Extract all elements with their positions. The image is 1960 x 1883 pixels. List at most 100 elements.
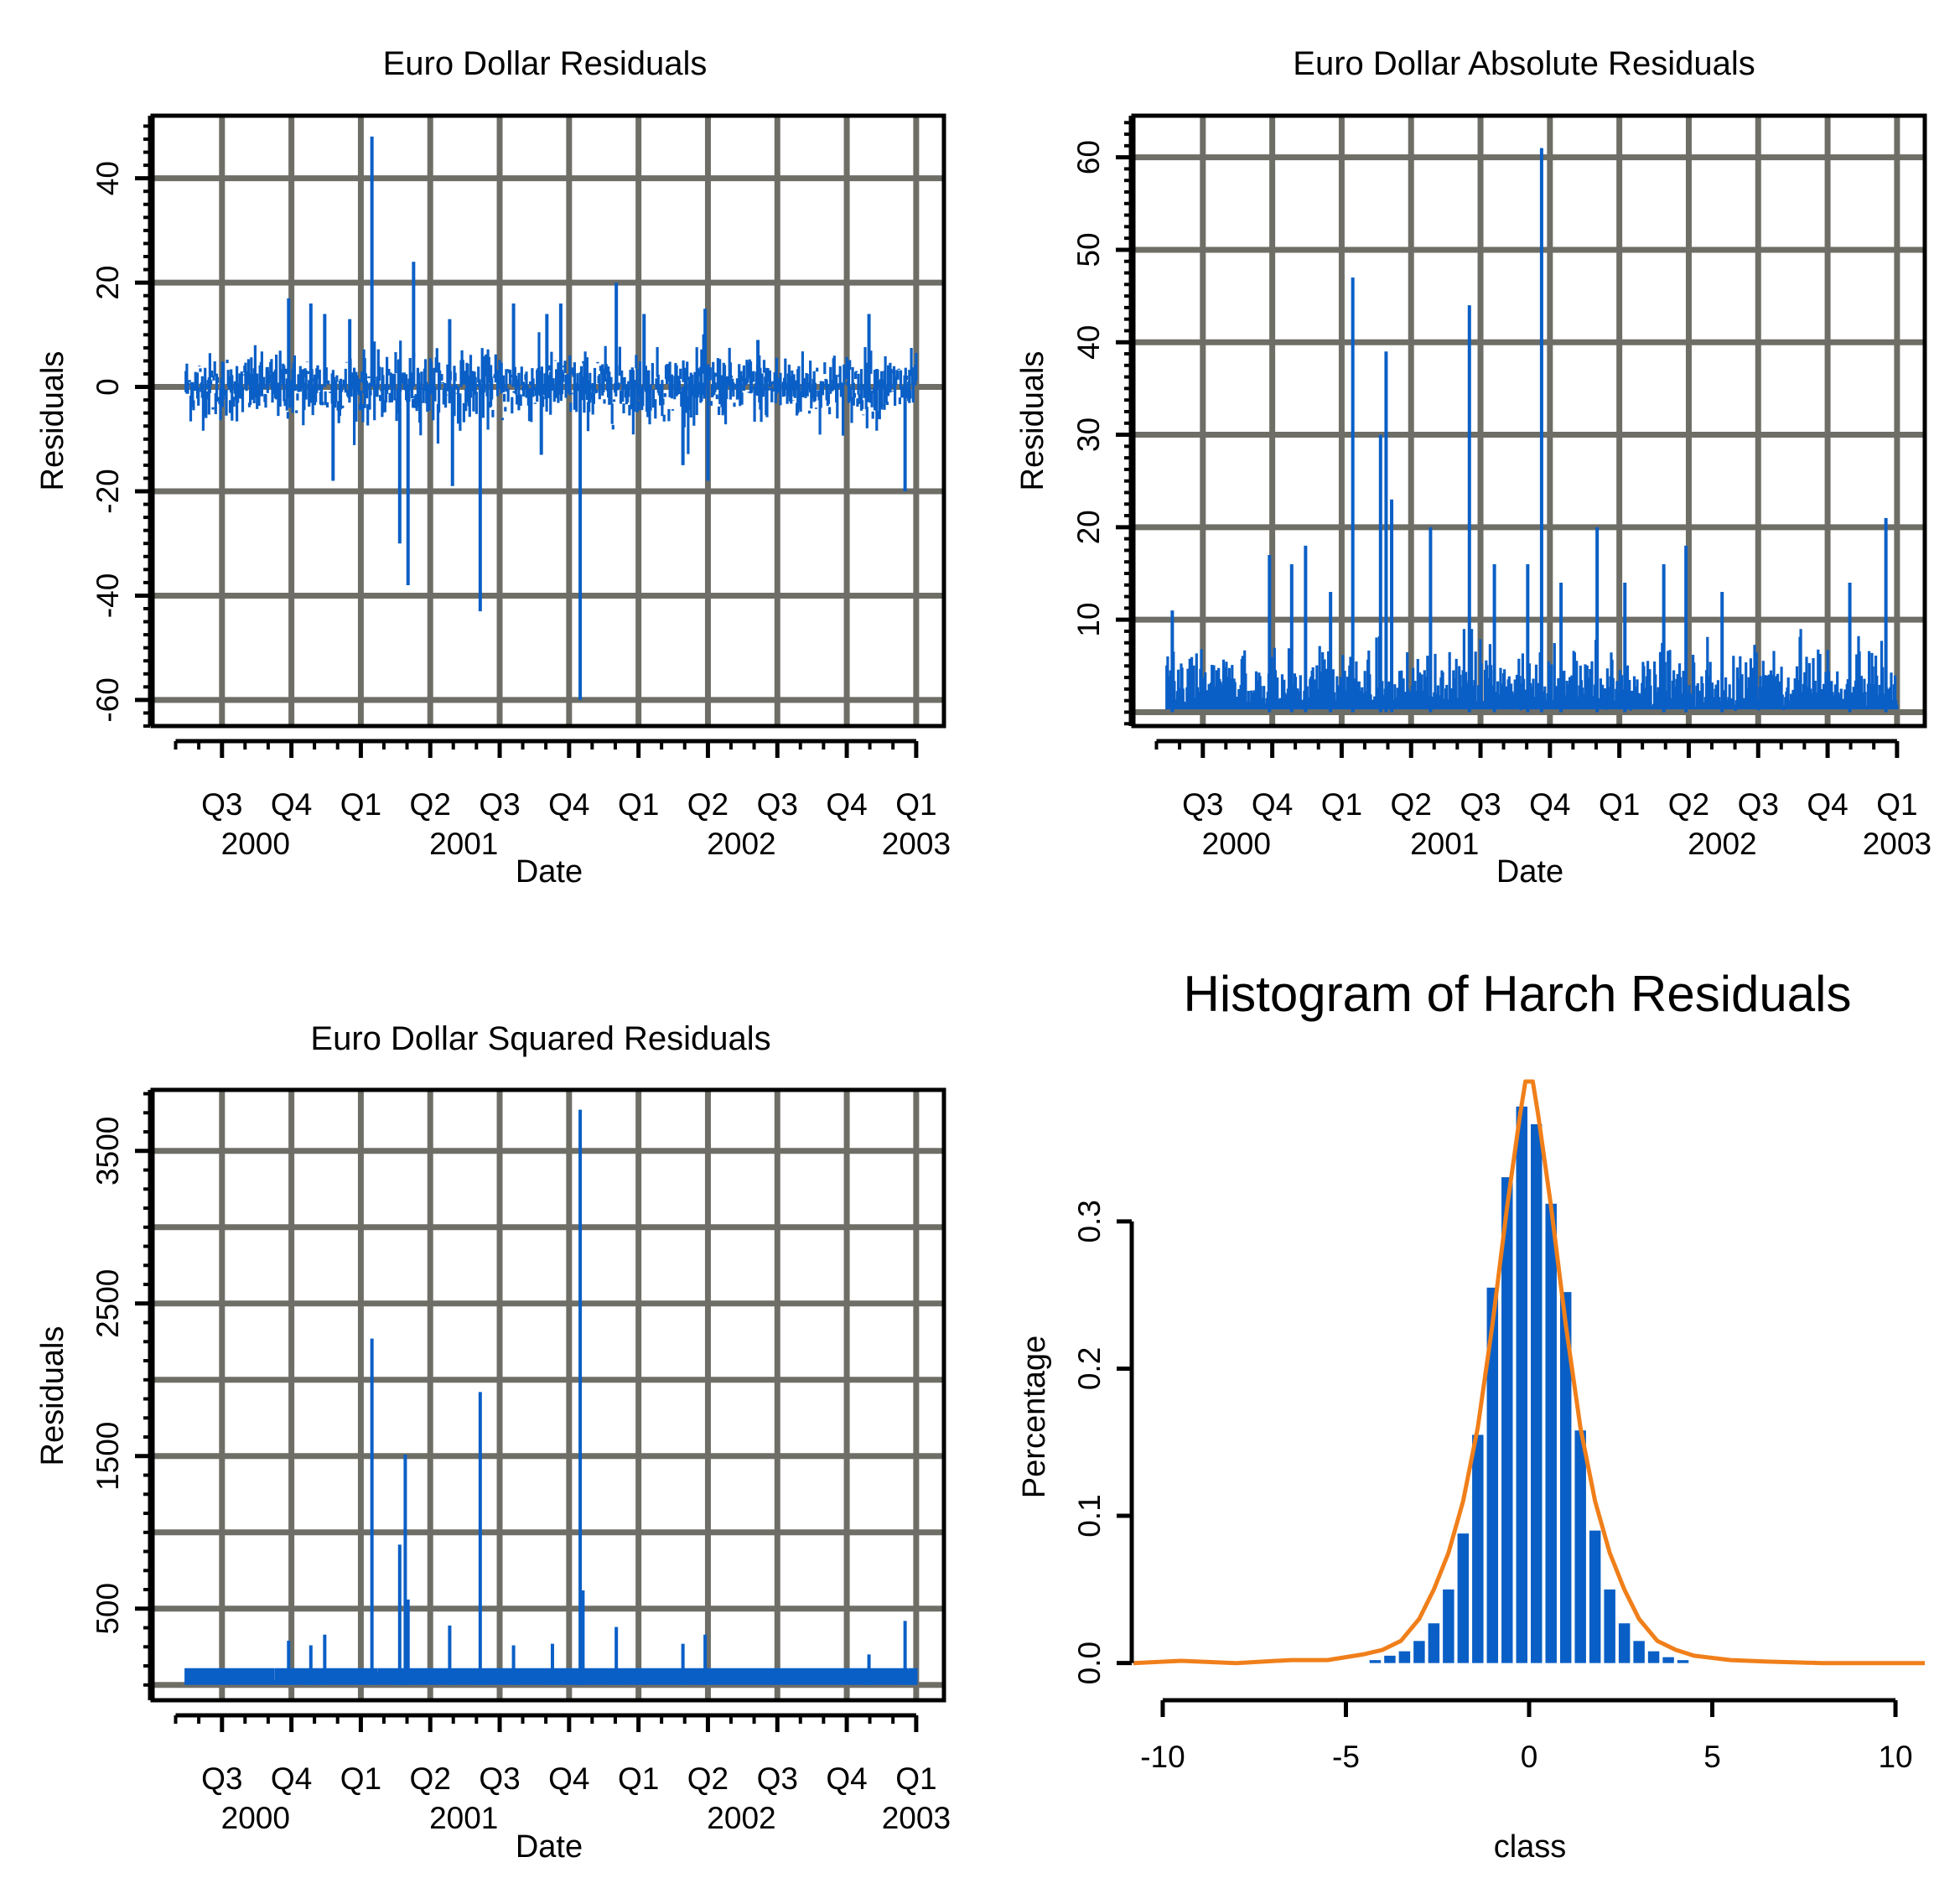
- x-year-label: 2003: [882, 1801, 951, 1835]
- x-tick-label: 10: [1878, 1740, 1912, 1774]
- x-tick-label: Q3: [479, 1761, 520, 1796]
- panel-residuals: Euro Dollar Residuals -60 -40 -20 0 20 40 Q3 2…: [35, 45, 951, 890]
- x-tick-label: Q3: [757, 1761, 798, 1796]
- x-tick-label: Q2: [410, 787, 451, 822]
- x-tick-label: Q3: [1182, 787, 1223, 822]
- x-tick-label: 0: [1521, 1740, 1538, 1774]
- x-tick-label: Q4: [548, 1761, 589, 1796]
- y-axis-label: Percentage: [1017, 1336, 1052, 1498]
- y-tick-label: 500: [91, 1583, 125, 1635]
- series-noise: [184, 1668, 918, 1685]
- x-year-label: 2001: [1410, 827, 1479, 861]
- x-tick-label: Q4: [271, 1761, 312, 1796]
- plot-frame: [1131, 113, 1927, 729]
- y-axis: 10 20 30 40 50 60: [1071, 116, 1133, 726]
- x-tick-label: Q3: [1738, 787, 1779, 822]
- y-axis: -60 -40 -20 0 20 40: [91, 116, 153, 728]
- y-tick-label: 50: [1071, 232, 1106, 267]
- x-tick-label: Q4: [271, 787, 312, 822]
- series-absolute-residuals: [1165, 148, 1899, 713]
- panel-squared-residuals: Euro Dollar Squared Residuals 500 1500 250…: [35, 1020, 951, 1865]
- x-tick-label: Q4: [548, 787, 589, 822]
- histogram-bar: [1559, 1292, 1572, 1663]
- x-tick-label: Q2: [687, 1761, 729, 1796]
- x-tick-label: Q2: [1391, 787, 1432, 822]
- histogram-bar: [1472, 1434, 1484, 1663]
- x-axis-label: Date: [516, 1829, 583, 1865]
- panel-histogram: Histogram of Harch Residuals 0.00.10.20.…: [1017, 966, 1925, 1865]
- density-curve: [1133, 1079, 1925, 1666]
- grid: [153, 1090, 944, 1700]
- series-noise: [1165, 629, 1899, 711]
- x-tick-label: Q2: [1668, 787, 1709, 822]
- y-tick-label: 0: [91, 378, 125, 396]
- plot-frame: [150, 113, 946, 729]
- x-tick-label: Q1: [340, 787, 381, 822]
- x-year-label: 2001: [429, 827, 498, 861]
- histogram-bar: [1443, 1589, 1454, 1663]
- x-year-label: 2003: [882, 827, 951, 861]
- x-tick-label: Q4: [826, 1761, 867, 1796]
- grid: [153, 116, 944, 726]
- histogram-bar: [1574, 1430, 1586, 1663]
- x-axis: -10 -5 0 5 10: [1140, 1698, 1913, 1774]
- series-squared-residuals: [184, 1109, 918, 1685]
- x-tick-label: Q1: [1876, 787, 1917, 822]
- x-year-label: 2000: [1202, 827, 1271, 861]
- series-noise: [184, 332, 918, 454]
- y-tick-label: 20: [91, 266, 125, 300]
- x-tick-label: -10: [1140, 1740, 1185, 1774]
- x-axis-label: Date: [516, 854, 583, 890]
- x-tick-label: Q3: [757, 787, 798, 822]
- x-tick-label: Q3: [201, 1761, 242, 1796]
- y-tick-label: 20: [1071, 510, 1106, 544]
- histogram-bar: [1369, 1660, 1382, 1663]
- y-tick-label: 0.0: [1072, 1642, 1107, 1684]
- density-line: [1133, 1079, 1925, 1666]
- x-tick-label: Q3: [479, 787, 520, 822]
- y-axis-label: Residuals: [1015, 351, 1050, 491]
- x-year-label: 2000: [221, 1801, 290, 1835]
- x-tick-label: Q2: [687, 787, 729, 822]
- y-tick-label: -20: [91, 469, 125, 513]
- y-tick-label: 30: [1071, 418, 1106, 452]
- histogram-bar: [1428, 1623, 1440, 1663]
- y-tick-label: -60: [91, 677, 125, 722]
- x-tick-label: 5: [1703, 1740, 1721, 1774]
- y-tick-label: 40: [1071, 325, 1106, 360]
- chart-title: Euro Dollar Squared Residuals: [310, 1020, 770, 1057]
- y-tick-label: 60: [1071, 140, 1106, 174]
- y-tick-label: -40: [91, 573, 125, 618]
- histogram-bar: [1618, 1623, 1631, 1663]
- histogram-bar: [1531, 1123, 1543, 1663]
- histogram-bar: [1398, 1651, 1411, 1663]
- histogram-bar: [1413, 1641, 1425, 1663]
- x-tick-label: Q1: [895, 1761, 936, 1796]
- y-tick-label: 1500: [91, 1422, 125, 1491]
- y-tick-label: 3500: [91, 1117, 125, 1185]
- y-tick-label: 10: [1071, 603, 1106, 637]
- x-tick-label: Q4: [1807, 787, 1848, 822]
- histogram-bar: [1457, 1533, 1470, 1663]
- x-axis: Q3 2000 Q4 Q1 Q2 2001 Q3 Q4 Q1 Q2 2002 Q3 Q4 Q1 2003: [1154, 739, 1931, 861]
- y-tick-label: 40: [91, 161, 125, 195]
- x-tick-label: Q3: [201, 787, 242, 822]
- x-tick-label: Q1: [340, 1761, 381, 1796]
- histogram-bar: [1516, 1106, 1527, 1663]
- x-tick-label: Q1: [1321, 787, 1362, 822]
- y-axis: 0.0 0.1 0.2 0.3: [1072, 1200, 1134, 1684]
- x-axis: Q3 2000 Q4 Q1 Q2 2001 Q3 Q4 Q1 Q2 2002 Q3 Q4 Q1 2003: [174, 739, 951, 861]
- panel-absolute-residuals: Euro Dollar Absolute Residuals 10 20 30 40 5…: [1015, 45, 1931, 890]
- y-tick-label: 0.2: [1072, 1347, 1107, 1390]
- histogram-bar: [1501, 1177, 1513, 1663]
- y-tick-label: 0.1: [1072, 1494, 1107, 1537]
- histogram-bar: [1677, 1660, 1689, 1663]
- y-axis-label: Residuals: [35, 1326, 70, 1466]
- series-residuals: [184, 136, 918, 700]
- x-axis: Q3 2000 Q4 Q1 Q2 2001 Q3 Q4 Q1 Q2 2002 Q3 Q4 Q1 2003: [174, 1713, 951, 1835]
- x-axis-label: class: [1494, 1829, 1567, 1865]
- x-year-label: 2000: [221, 827, 290, 861]
- x-tick-label: -5: [1332, 1740, 1360, 1774]
- x-tick-label: Q4: [826, 787, 867, 822]
